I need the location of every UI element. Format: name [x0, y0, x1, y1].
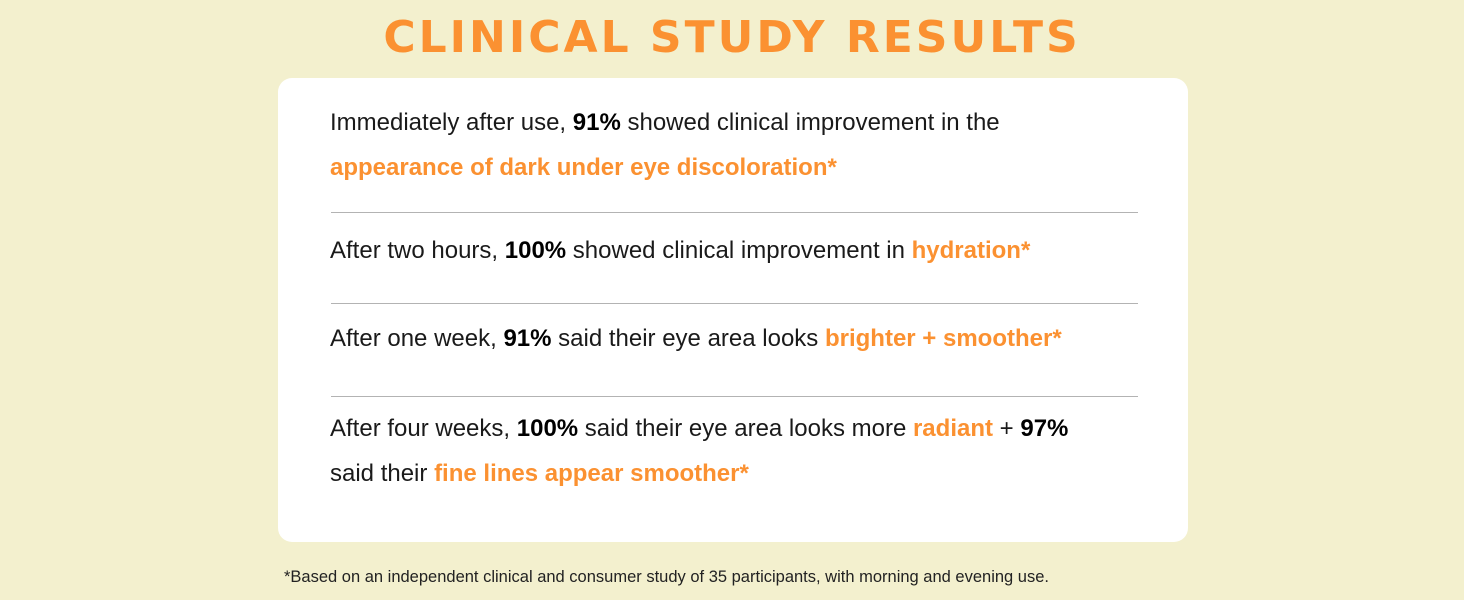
result-item-immediate: Immediately after use, 91% showed clinic…	[330, 100, 1150, 190]
result-lead-text: Immediately after use,	[330, 109, 573, 136]
result-stat: 100%	[504, 237, 567, 264]
footnote: *Based on an independent clinical and co…	[284, 568, 1049, 586]
result-lead-text: After one week,	[330, 325, 504, 352]
page-title: CLINICAL STUDY RESULTS	[383, 12, 1081, 63]
result-item-one-week: After one week, 91% said their eye area …	[330, 316, 1150, 361]
result-stat: 91%	[572, 109, 621, 136]
result-highlight: radiant	[912, 415, 993, 442]
result-stat: 100%	[516, 415, 579, 442]
result-body-text: said their eye area looks more	[578, 415, 913, 442]
result-highlight: appearance of dark under eye discolorati…	[330, 154, 837, 181]
result-highlight-secondary: fine lines appear smoother*	[434, 460, 749, 487]
result-item-two-hours: After two hours, 100% showed clinical im…	[330, 228, 1150, 273]
result-stat-secondary: 97%	[1020, 415, 1069, 442]
result-lead-text: After four weeks,	[330, 415, 517, 442]
result-highlight: brighter + smoother*	[824, 325, 1062, 352]
result-lead-text: After two hours,	[330, 237, 505, 264]
divider	[331, 212, 1138, 213]
results-card: Immediately after use, 91% showed clinic…	[278, 78, 1188, 542]
result-body-text: showed clinical improvement in the	[620, 109, 1000, 136]
result-joiner: +	[992, 415, 1021, 442]
result-body-text: said their	[330, 460, 435, 487]
result-item-four-weeks: After four weeks, 100% said their eye ar…	[330, 406, 1150, 496]
result-highlight: hydration*	[911, 237, 1031, 264]
divider	[331, 303, 1138, 304]
result-stat: 91%	[503, 325, 552, 352]
result-body-text: said their eye area looks	[551, 325, 825, 352]
divider	[331, 396, 1138, 397]
result-body-text: showed clinical improvement in	[566, 237, 912, 264]
